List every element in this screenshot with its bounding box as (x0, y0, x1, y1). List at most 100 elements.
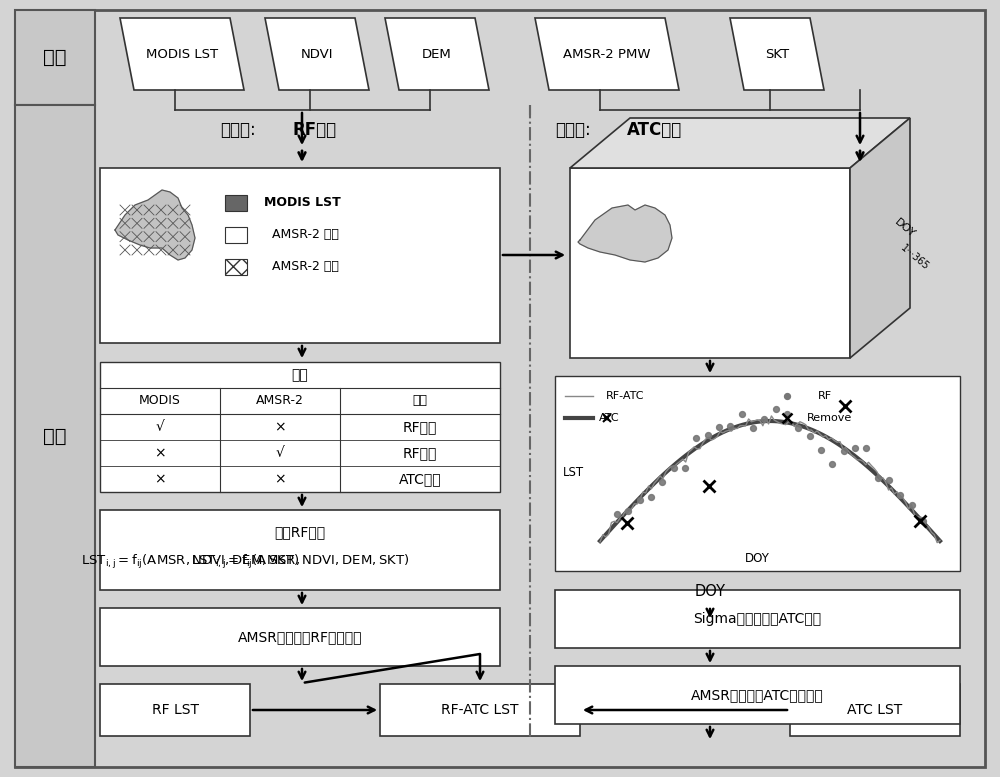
Point (836, 445, 852, 458)
Point (779, 408, 795, 420)
Text: AMSR-2 PMW: AMSR-2 PMW (563, 47, 651, 61)
Polygon shape (730, 18, 824, 90)
Text: AMSR有值时由RF模型预测: AMSR有值时由RF模型预测 (238, 630, 362, 644)
Point (858, 442, 874, 455)
Text: 方法: 方法 (43, 427, 67, 445)
Bar (100, 608, 500, 666)
Polygon shape (578, 205, 672, 262)
Point (620, 505, 636, 517)
Text: LST: LST (562, 466, 584, 479)
Text: √: √ (276, 446, 284, 460)
Bar (225, 195, 247, 211)
Bar (100, 510, 500, 590)
Text: ×: × (274, 420, 286, 434)
Polygon shape (265, 18, 369, 90)
Point (915, 515, 931, 528)
Text: ATC LST: ATC LST (847, 703, 903, 717)
Point (756, 413, 772, 426)
Text: MODIS: MODIS (139, 395, 181, 407)
Text: $\mathrm{LST_{i,j}=f_{ij}(AMSR,NDVI,DEM,SKT)}$: $\mathrm{LST_{i,j}=f_{ij}(AMSR,NDVI,DEM,… (81, 553, 299, 571)
Text: DOY: DOY (893, 217, 917, 239)
Text: AMSR-2 缺失: AMSR-2 缺失 (272, 228, 338, 242)
Text: $\mathrm{LST_{i,j}=f_{ij}(AMSR,NDVI,DEM,SKT)}$: $\mathrm{LST_{i,j}=f_{ij}(AMSR,NDVI,DEM,… (191, 553, 409, 571)
Text: 训练RF模型: 训练RF模型 (274, 525, 326, 539)
Text: 第二步:: 第二步: (555, 121, 591, 139)
Bar (100, 362, 500, 492)
Text: RF-ATC: RF-ATC (606, 391, 644, 401)
Bar (225, 227, 247, 243)
Polygon shape (385, 18, 489, 90)
Polygon shape (120, 18, 244, 90)
Point (745, 421, 761, 434)
Polygon shape (610, 238, 648, 262)
Point (790, 421, 806, 434)
Text: ×: × (154, 472, 166, 486)
Text: ×: × (274, 472, 286, 486)
Text: ×: × (154, 446, 166, 460)
Text: RF LST: RF LST (152, 703, 198, 717)
Text: 掩膜: 掩膜 (292, 368, 308, 382)
Bar (100, 684, 250, 736)
Point (847, 442, 863, 455)
Text: 数据: 数据 (43, 47, 67, 67)
Text: SKT: SKT (765, 47, 789, 61)
Bar (380, 684, 580, 736)
Text: RF模型: RF模型 (292, 121, 336, 139)
Point (824, 458, 840, 470)
Text: ATC: ATC (599, 413, 619, 423)
Point (643, 491, 659, 503)
Bar (570, 168, 850, 358)
Text: RF训练: RF训练 (403, 420, 437, 434)
Point (813, 444, 829, 456)
Polygon shape (535, 18, 679, 90)
Text: AMSR缺失时由ATC模型预测: AMSR缺失时由ATC模型预测 (691, 688, 823, 702)
Bar (790, 684, 960, 736)
Polygon shape (115, 190, 195, 260)
Bar (555, 590, 960, 648)
Text: RF预测: RF预测 (403, 446, 437, 460)
Point (654, 476, 670, 489)
Text: DEM: DEM (422, 47, 452, 61)
Point (677, 462, 693, 474)
Text: 第一步:: 第一步: (220, 121, 256, 139)
Point (666, 462, 682, 475)
Point (632, 493, 648, 506)
Text: Remove: Remove (806, 413, 852, 423)
Point (881, 474, 897, 486)
Text: 类型: 类型 (413, 395, 428, 407)
Point (779, 390, 795, 402)
Bar (15, 10, 95, 105)
Point (802, 430, 818, 442)
Text: AMSR-2 有值: AMSR-2 有值 (272, 260, 338, 274)
Point (892, 489, 908, 501)
Text: DOY: DOY (745, 552, 769, 566)
Text: ATC预测: ATC预测 (399, 472, 441, 486)
Point (711, 420, 727, 433)
Text: Sigma去除后构建ATC模型: Sigma去除后构建ATC模型 (693, 612, 821, 626)
Point (688, 432, 704, 444)
Bar (555, 666, 960, 724)
Bar (15, 105, 95, 767)
Bar (225, 259, 247, 275)
Text: NDVI: NDVI (301, 47, 333, 61)
Text: 1···365: 1···365 (899, 243, 931, 273)
Point (768, 403, 784, 416)
Text: ATC模型: ATC模型 (627, 121, 682, 139)
Text: √: √ (156, 420, 164, 434)
Bar (555, 376, 960, 571)
Polygon shape (570, 118, 910, 168)
Text: RF: RF (818, 391, 832, 401)
Text: MODIS LST: MODIS LST (264, 197, 340, 210)
Bar (100, 168, 500, 343)
Point (700, 429, 716, 441)
Point (904, 499, 920, 511)
Point (870, 472, 886, 484)
Point (722, 420, 738, 432)
Point (609, 508, 625, 521)
Text: AMSR-2: AMSR-2 (256, 395, 304, 407)
Text: MODIS LST: MODIS LST (146, 47, 218, 61)
Polygon shape (850, 118, 910, 358)
Text: DOY: DOY (694, 584, 726, 598)
Point (734, 408, 750, 420)
Text: RF-ATC LST: RF-ATC LST (441, 703, 519, 717)
